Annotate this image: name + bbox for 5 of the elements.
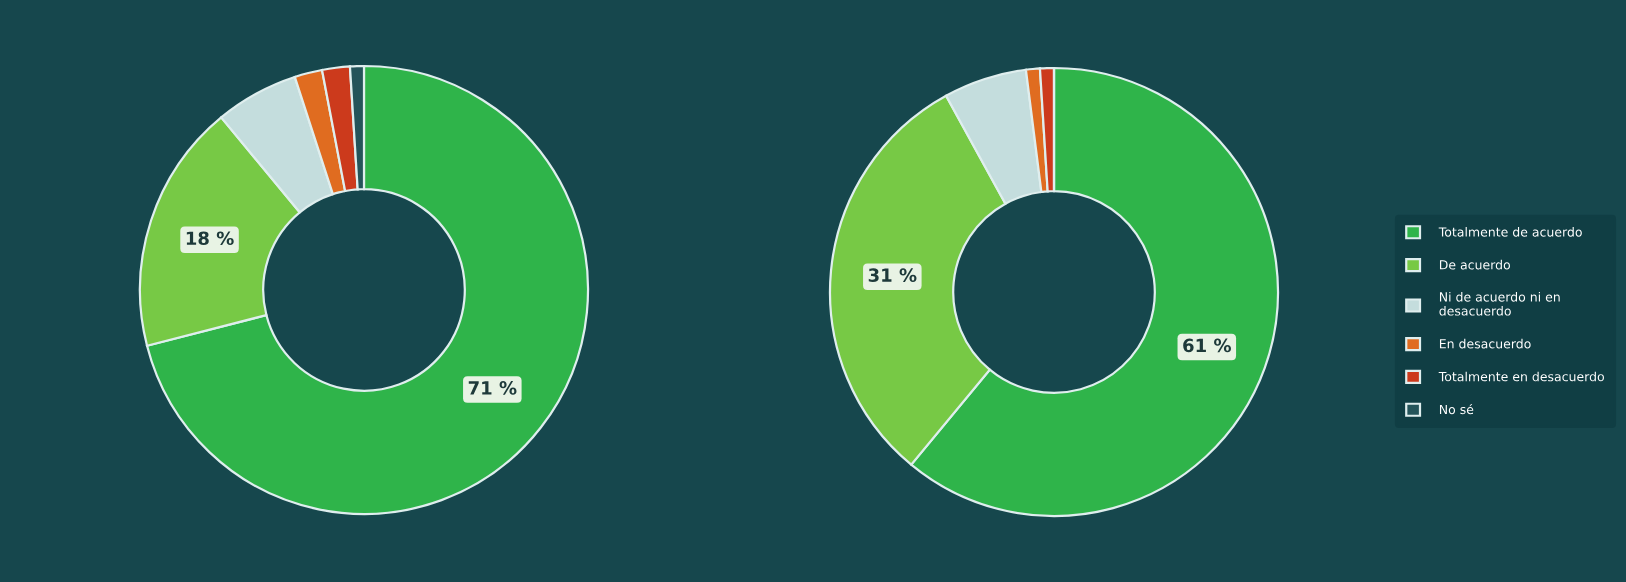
donut-slice [145,64,590,516]
data-label: 71 % [468,381,517,395]
data-label: 31 % [868,268,917,282]
data-label: 61 % [1183,338,1231,353]
data-label: 18 % [186,231,234,246]
